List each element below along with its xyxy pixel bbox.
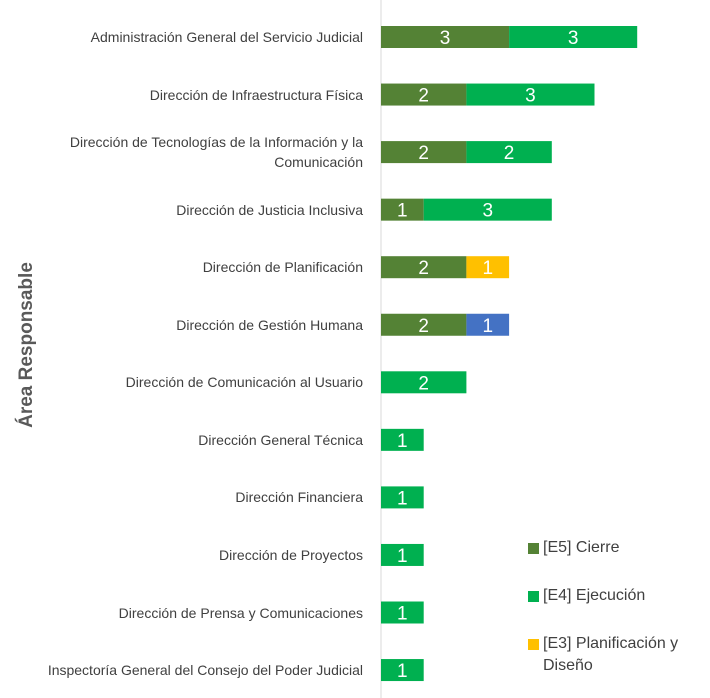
category-label: Dirección de Justicia Inclusiva: [176, 201, 363, 218]
value-label: 2: [418, 373, 429, 394]
bar-segment: [381, 486, 424, 509]
value-label: 2: [504, 143, 515, 164]
category-label: Administración General del Servicio Judi…: [90, 29, 363, 45]
bar-segment: [381, 83, 467, 106]
category-label: Dirección de Planificación: [202, 259, 363, 276]
category-label: Dirección de Proyectos: [219, 546, 363, 563]
legend-swatch: [528, 543, 539, 554]
category-label: Dirección de Infraestructura Física: [149, 86, 363, 103]
value-label: 2: [418, 143, 429, 164]
bar-segment: [466, 313, 510, 336]
legend-label: [E3] Planificación y Diseño: [543, 635, 679, 674]
value-label: 3: [482, 201, 493, 222]
value-label: 1: [482, 316, 493, 337]
legend-swatch: [528, 591, 539, 602]
bar-segment: [381, 141, 467, 164]
legend-swatch: [528, 639, 539, 650]
value-label: 1: [397, 488, 408, 509]
value-label: 2: [418, 86, 429, 107]
value-label: 3: [568, 28, 579, 49]
bar-segment: [381, 428, 424, 451]
value-label: 1: [397, 661, 408, 682]
bar-segment: [381, 26, 510, 48]
bar-segment: [466, 256, 510, 279]
value-label: 3: [525, 86, 536, 107]
legend-label: [E5] Cierre: [543, 539, 620, 556]
bar-segment: [381, 313, 467, 336]
category-label: Dirección de Tecnologías de la Informaci…: [69, 134, 363, 171]
bar-segment: [381, 256, 467, 279]
category-label: Inspectoría General del Consejo del Pode…: [47, 662, 363, 679]
value-label: 2: [418, 258, 429, 279]
category-label: Dirección de Comunicación al Usuario: [125, 374, 363, 391]
y-axis-title: Área Responsable: [16, 262, 37, 428]
value-label: 3: [440, 28, 451, 49]
category-label: Dirección General Técnica: [198, 431, 363, 448]
bar-segment: [466, 83, 595, 106]
legend-label: [E4] Ejecución: [543, 587, 646, 604]
value-label: 1: [397, 431, 408, 452]
bar-segment: [423, 198, 552, 221]
bar-segment: [381, 659, 424, 682]
bar-segment: [381, 543, 424, 566]
value-label: 2: [418, 316, 429, 337]
bar-segment: [381, 198, 424, 221]
bar-segment: [466, 141, 552, 164]
bar-segment: [509, 26, 638, 48]
category-label: Dirección Financiera: [235, 489, 363, 506]
value-label: 1: [397, 201, 408, 222]
category-label: Dirección de Prensa y Comunicaciones: [118, 604, 363, 621]
value-label: 1: [397, 604, 408, 625]
category-label: Dirección de Gestión Humana: [176, 316, 363, 333]
bar-segment: [381, 601, 424, 624]
value-label: 1: [482, 258, 493, 279]
bar-segment: [381, 371, 467, 394]
value-label: 1: [397, 546, 408, 567]
